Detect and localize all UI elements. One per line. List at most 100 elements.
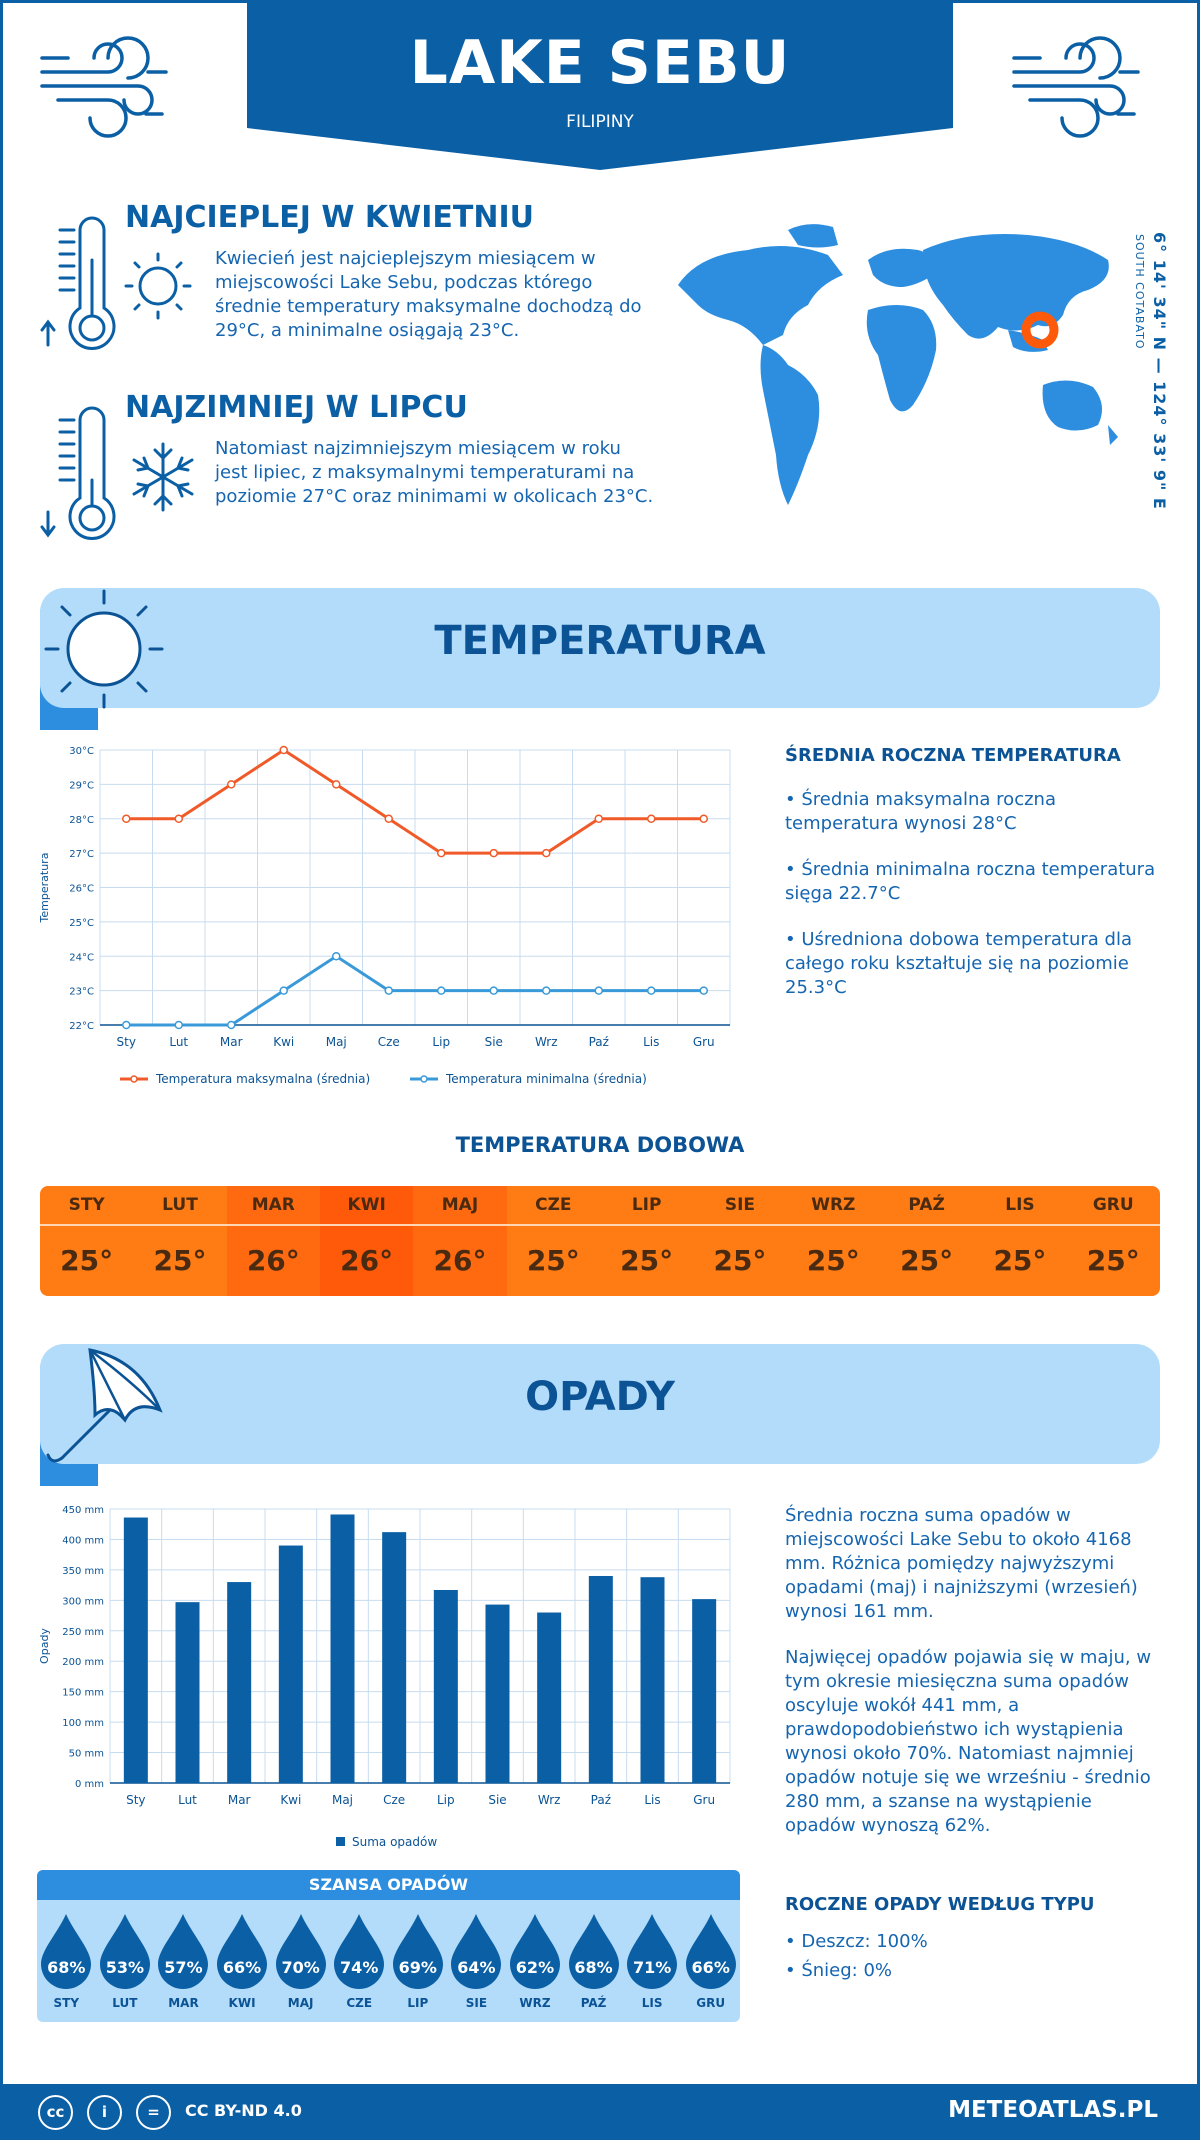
y-tick-label: 350 mm — [62, 1566, 104, 1577]
data-point — [279, 745, 288, 755]
temperature-banner: TEMPERATURA — [40, 588, 1160, 708]
legend-label: Suma opadów — [352, 1835, 437, 1849]
daily-temperature-value: 25° — [60, 1244, 114, 1277]
data-point — [647, 986, 656, 995]
x-tick-label: Lis — [643, 1035, 659, 1049]
raindrop-icon — [334, 1914, 385, 1989]
month-label: MAJ — [441, 1195, 479, 1215]
daily-temperature-table: STY 25° LUT 25° MAR 26° KWI 26° MAJ 26° CZE 25° LIP 2… — [40, 1186, 1160, 1296]
daily-temperature-value: 25° — [620, 1244, 674, 1277]
thermometer-snowflake-icon — [40, 406, 194, 540]
daily-temperature-value: 25° — [806, 1244, 860, 1277]
x-tick-label: Lip — [437, 1793, 455, 1807]
precipitation-chart: 0 mm 50 mm 100 mm 150 mm 200 mm 250 mm 300 mm 3… — [38, 1505, 731, 1849]
data-point — [542, 986, 551, 995]
rain-chance-item: 68% PAŹ — [567, 1912, 621, 2010]
data-point — [699, 986, 708, 995]
x-tick-label: Kwi — [273, 1035, 294, 1049]
daily-temperature-value: 25° — [900, 1244, 954, 1277]
divider — [413, 1224, 507, 1226]
month-label: GRU — [1092, 1195, 1134, 1215]
warmest-fact: NAJCIEPLEJ W KWIETNIU Kwiecień jest najc… — [30, 200, 650, 360]
footer: cc i = CC BY-ND 4.0 METEOATLAS.PL — [0, 2084, 1200, 2140]
legend-swatch — [336, 1837, 345, 1846]
data-point — [647, 814, 656, 823]
daily-temperature-value: 26° — [433, 1244, 487, 1277]
divider — [693, 1224, 787, 1226]
y-tick-label: 26°C — [69, 884, 94, 895]
month-label: MAR — [251, 1195, 295, 1215]
warmest-text: Kwiecień jest najcieplejszym miesiącem w… — [215, 248, 642, 341]
divider — [133, 1224, 227, 1226]
world-map — [678, 224, 1118, 505]
license-label[interactable]: CC BY-ND 4.0 — [185, 2101, 302, 2120]
rain-chance-value: 68% — [574, 1958, 613, 1977]
y-tick-label: 29°C — [69, 780, 94, 791]
x-tick-label: Maj — [332, 1793, 353, 1807]
x-tick-label: Kwi — [280, 1793, 301, 1807]
temperature-chart: 22°C 23°C 24°C 25°C 26°C 27°C 28°C 29°C 30°C Sty L… — [38, 745, 731, 1086]
rain-chance-value: 71% — [632, 1958, 672, 1977]
region-label: SOUTH COTABATO — [1133, 234, 1146, 350]
rain-chance-item: 64% SIE — [449, 1912, 503, 2010]
y-tick-label: 25°C — [69, 918, 94, 929]
daily-temperature-column: CZE 25° — [506, 1186, 600, 1296]
data-point — [542, 848, 551, 858]
divider — [973, 1224, 1067, 1226]
y-tick-label: 450 mm — [62, 1505, 104, 1516]
data-point — [594, 814, 603, 823]
thermometer-sun-icon — [40, 216, 192, 350]
annual-temperature-summary: ŚREDNIA ROCZNA TEMPERATURA • Średnia mak… — [785, 744, 1160, 1022]
x-tick-label: Paź — [589, 1035, 609, 1049]
y-tick-label: 150 mm — [62, 1688, 104, 1699]
header-banner — [247, 0, 953, 170]
month-label: LIP — [631, 1195, 662, 1215]
wind-icon — [40, 36, 168, 138]
y-tick-label: 200 mm — [62, 1657, 104, 1668]
data-point — [332, 952, 341, 961]
y-tick-label: 28°C — [69, 815, 94, 826]
precipitation-text-2: Najwięcej opadów pojawia się w maju, w t… — [785, 1647, 1152, 1836]
data-point — [122, 814, 131, 823]
divider — [506, 1224, 600, 1226]
y-tick-label: 50 mm — [69, 1749, 104, 1760]
attribution-icon: i — [87, 2095, 122, 2130]
bar — [123, 1517, 148, 1783]
data-point — [384, 814, 393, 823]
site-link[interactable]: METEOATLAS.PL — [948, 2097, 1158, 2123]
coordinates-label: 6° 14' 34" N — 124° 33' 9" E — [1150, 232, 1169, 510]
x-tick-label: Wrz — [538, 1793, 561, 1807]
rain-chance-item: 69% LIP — [391, 1912, 445, 2010]
rain-chance-value: 64% — [457, 1958, 496, 1977]
data-point — [489, 986, 498, 995]
x-tick-label: Gru — [693, 1793, 715, 1807]
series-line — [126, 748, 704, 855]
data-point — [174, 814, 183, 823]
x-tick-label: Sie — [485, 1035, 503, 1049]
y-axis-label: Opady — [38, 1628, 51, 1664]
snow-share: • Śnieg: 0% — [785, 1960, 893, 1981]
rain-chance-item: 66% KWI — [215, 1912, 269, 2010]
x-tick-label: Lut — [178, 1793, 197, 1807]
divider — [599, 1224, 694, 1226]
raindrop-icon — [392, 1914, 443, 1989]
month-label: CZE — [535, 1195, 572, 1215]
rain-chance-item: 53% LUT — [98, 1912, 152, 2010]
x-tick-label: Gru — [693, 1035, 715, 1049]
month-label: SIE — [724, 1195, 756, 1215]
coldest-text: Natomiast najzimniejszym miesiącem w rok… — [215, 438, 654, 507]
daily-temperature-column: GRU 25° — [1066, 1186, 1160, 1296]
precipitation-summary: Średnia roczna suma opadów w miejscowośc… — [785, 1504, 1160, 1860]
data-point — [174, 1020, 183, 1030]
precipitation-types: ROCZNE OPADY WEDŁUG TYPU • Deszcz: 100% … — [785, 1890, 1160, 1985]
daily-temperature-value: 26° — [246, 1244, 300, 1277]
month-label: GRU — [696, 1996, 726, 2010]
data-point — [594, 986, 603, 995]
month-label: CZE — [346, 1996, 373, 2010]
bar — [640, 1577, 665, 1783]
month-label: STY — [53, 1996, 80, 2010]
x-tick-label: Lip — [432, 1035, 450, 1049]
bar — [382, 1532, 407, 1783]
legend-label: Temperatura minimalna (średnia) — [445, 1072, 647, 1086]
bar — [588, 1575, 613, 1783]
